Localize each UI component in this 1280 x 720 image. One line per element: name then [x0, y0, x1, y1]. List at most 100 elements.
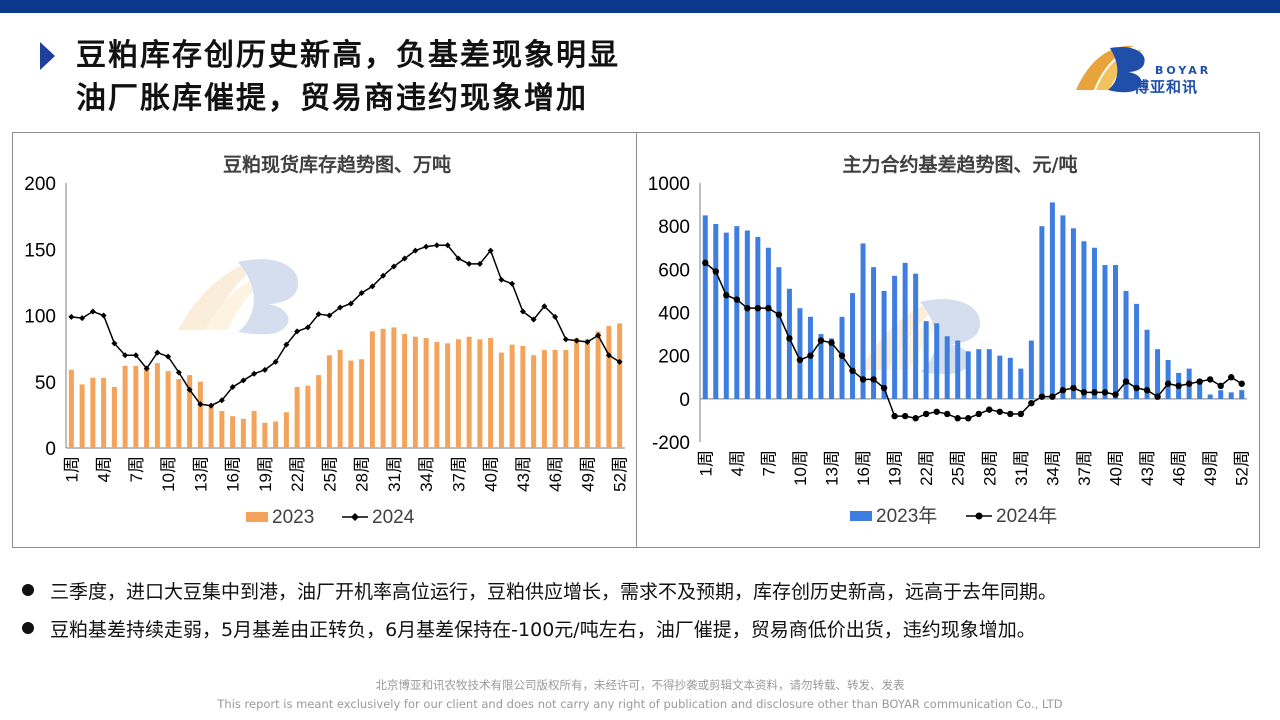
- left-line-point: [444, 242, 451, 249]
- left-line-2024: [71, 244, 621, 407]
- page-title: 豆粕库存创历史新高，负基差现象明显 油厂胀库催提，贸易商违约现象增加: [76, 34, 620, 120]
- left-line-point: [208, 402, 215, 409]
- right-bar-2023年: [1018, 368, 1024, 399]
- right-line-point: [912, 415, 919, 422]
- left-y-tick-label: 200: [24, 174, 56, 195]
- left-bar-2023: [283, 412, 289, 448]
- right-x-tick-label: 19周: [886, 450, 905, 486]
- right-line-point: [986, 406, 993, 413]
- left-line-point: [369, 283, 376, 290]
- left-bar-2023: [337, 349, 343, 448]
- right-bar-2023年: [776, 267, 782, 399]
- right-bar-2023年: [881, 290, 887, 399]
- left-bar-2023: [402, 334, 408, 448]
- left-chart-title: 豆粕现货库存趋势图、万吨: [222, 154, 451, 176]
- watermark-left-icon: [178, 258, 299, 335]
- right-line-point: [1143, 387, 1151, 394]
- right-legend-line-label: 2024年: [996, 505, 1057, 527]
- left-bar-2023: [273, 421, 279, 448]
- left-line-point: [605, 352, 612, 359]
- right-bar-2023年: [944, 336, 950, 399]
- left-bar-2023: [144, 368, 150, 448]
- right-line-point: [765, 304, 772, 312]
- right-line-point: [786, 335, 793, 342]
- right-line-point: [1049, 393, 1056, 400]
- left-line-point: [412, 247, 419, 254]
- right-x-tick-label: 40周: [1107, 450, 1126, 486]
- left-bar-2023: [208, 405, 214, 448]
- left-bar-2023: [316, 375, 322, 448]
- right-line-point: [1154, 393, 1161, 400]
- left-x-tick-label: 16周: [224, 456, 243, 492]
- right-line-point: [965, 415, 972, 422]
- right-x-tick-label: 46周: [1170, 450, 1189, 486]
- left-line-point: [401, 255, 408, 262]
- right-line-point: [1080, 389, 1088, 396]
- left-bar-2023: [563, 349, 569, 448]
- left-bar-2023: [595, 331, 601, 448]
- left-legend-line-marker: [351, 513, 359, 521]
- right-line-point: [1206, 376, 1214, 383]
- right-line-point: [1028, 399, 1035, 407]
- right-line-point: [723, 292, 730, 299]
- right-x-tick-label: 43周: [1138, 450, 1157, 486]
- left-line-point: [423, 243, 430, 250]
- left-bar-2023: [187, 375, 193, 448]
- left-line-point: [165, 353, 172, 360]
- left-bar-2023: [477, 339, 483, 448]
- left-line-point: [272, 358, 279, 365]
- right-x-tick-label: 22周: [917, 450, 936, 486]
- left-bar-2023: [391, 327, 397, 448]
- right-line-point: [1091, 389, 1098, 396]
- right-x-tick-label: 37周: [1075, 450, 1094, 486]
- left-line-point: [111, 340, 118, 347]
- left-bar-2023: [552, 349, 558, 448]
- left-bar-2023: [219, 410, 225, 448]
- left-bar-2023: [434, 342, 440, 448]
- left-bar-2023: [380, 328, 386, 448]
- right-line-point: [1112, 391, 1119, 398]
- left-line-point: [573, 337, 580, 344]
- top-accent-bar: [0, 0, 1280, 13]
- right-line-point: [1217, 382, 1224, 390]
- right-y-tick-label: 1000: [648, 174, 690, 195]
- left-line-point: [519, 308, 526, 315]
- right-bar-2023年: [702, 215, 708, 399]
- left-bar-2023: [101, 377, 107, 448]
- left-x-tick-label: 34周: [417, 456, 436, 492]
- left-line-point: [347, 300, 354, 307]
- right-line-point: [1059, 387, 1067, 394]
- left-line-point: [283, 341, 290, 348]
- right-bar-2023年: [1049, 202, 1055, 399]
- left-bar-2023: [68, 369, 74, 448]
- left-bar-2023: [498, 352, 504, 448]
- right-bar-2023年: [1028, 340, 1034, 399]
- left-line-point: [509, 280, 516, 287]
- right-legend-line-marker: [975, 512, 983, 520]
- right-y-tick-label: 600: [658, 260, 690, 281]
- right-bar-2023年: [1134, 303, 1140, 399]
- right-line-point: [744, 304, 751, 312]
- right-bar-2023年: [923, 321, 929, 399]
- left-line-point: [455, 255, 462, 262]
- bullet-dot-icon: [22, 622, 34, 634]
- right-line-point: [775, 311, 783, 318]
- right-bar-2023年: [818, 334, 824, 399]
- right-line-point: [1101, 389, 1109, 396]
- left-bar-2023: [359, 359, 365, 448]
- right-line-point: [870, 376, 877, 383]
- footer-copyright-en: This report is meant exclusively for our…: [217, 697, 1063, 711]
- left-bar-2023: [197, 381, 203, 448]
- right-line-point: [807, 352, 814, 359]
- bullet-item-2: 豆粕基差持续走弱，5月基差由正转负，6月基差保持在-100元/吨左右，油厂催提，…: [22, 616, 1262, 644]
- right-line-point: [754, 304, 762, 312]
- left-bar-2023: [509, 344, 515, 448]
- right-line-point: [817, 337, 825, 344]
- left-bar-2023: [455, 339, 461, 448]
- right-line-point: [849, 367, 856, 374]
- left-legend-bar-swatch: [246, 512, 268, 522]
- right-bar-2023年: [1155, 349, 1161, 399]
- right-line-point: [702, 259, 709, 267]
- right-bar-2023年: [1165, 359, 1171, 399]
